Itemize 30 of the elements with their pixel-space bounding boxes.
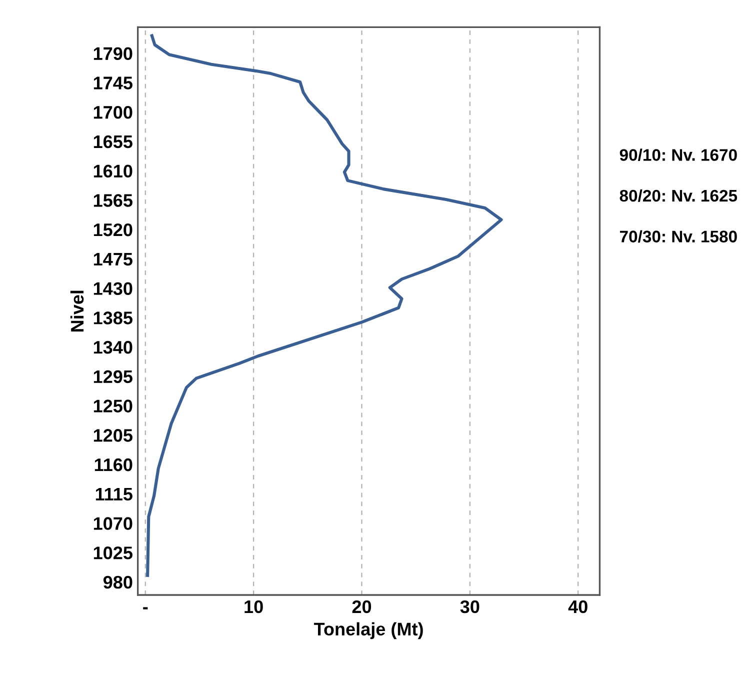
y-tick-label: 1700 [94,106,132,119]
y-tick-label: 1340 [94,340,132,354]
y-axis-title: Nivel [70,290,84,332]
y-tick-label: 1250 [94,400,132,412]
y-tick-label: 980 [103,576,132,589]
y-tick-label: 1745 [94,76,132,90]
y-tick-label: 1475 [94,253,132,266]
x-tick-label: 30 [460,600,480,614]
y-tick-label: 1205 [94,429,132,442]
x-tick-label: 20 [352,600,372,614]
y-tick-label: 1295 [94,370,132,384]
y-tick-label: 1025 [94,546,132,560]
text: 90/10: Nv. 1670 [620,148,737,162]
x-tick-label: - [143,607,148,610]
y-tick-label: 1520 [94,223,132,236]
y-tick-label: 1160 [94,458,132,472]
x-axis-title: Tonelaje (Mt) [314,622,423,640]
y-tick-label: 1115 [96,488,132,501]
y-tick-label: 1790 [94,47,132,60]
line-series [146,34,503,577]
text: 70/30: Nv. 1580 [620,230,737,243]
y-tick-label: 1655 [94,135,132,148]
y-tick-label: 1610 [94,164,132,178]
y-tick-label: 1565 [94,194,132,207]
x-tick-label: 40 [568,600,588,614]
text: 80/20: Nv. 1625 [620,189,738,202]
y-tick-label: 1430 [94,282,132,296]
y-tick-label: 1385 [94,312,132,324]
y-tick-label: 1070 [94,517,132,530]
x-tick-label: 10 [244,600,263,614]
